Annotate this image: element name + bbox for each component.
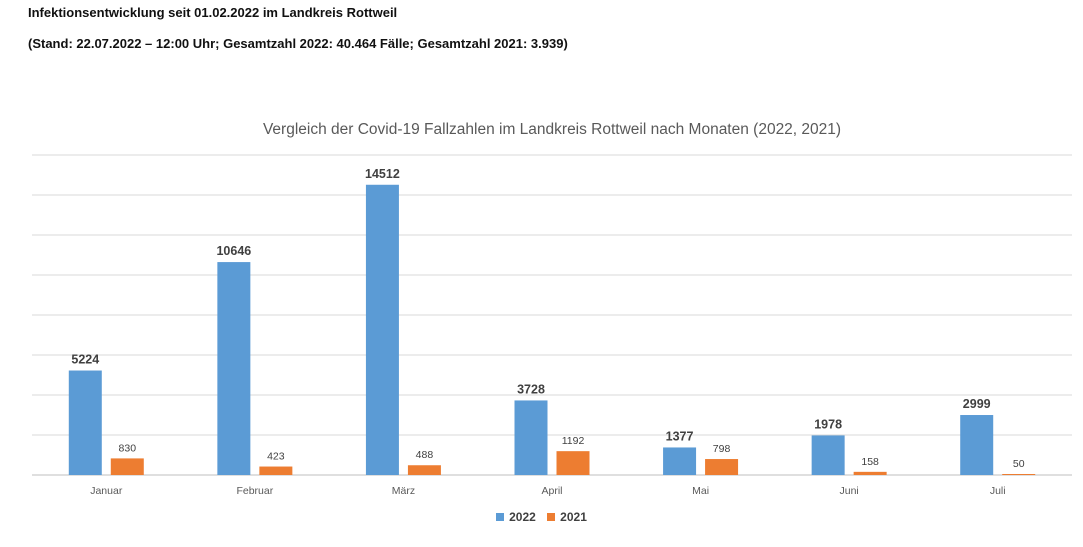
bar-2021-mai (705, 459, 739, 475)
bar-2022-juli (960, 415, 994, 475)
bar-2022-juni (811, 435, 845, 475)
x-tick-label: März (392, 485, 415, 497)
data-label-2021-april: 1192 (562, 435, 585, 447)
bar-2022-märz (365, 184, 399, 475)
data-label-2021-juli: 50 (1013, 458, 1025, 470)
gridlines (32, 154, 1072, 476)
x-tick-label: Januar (90, 485, 123, 497)
bar-2022-mai (663, 447, 697, 475)
data-label-2022-april: 3728 (517, 382, 545, 396)
data-label-2022-mai: 1377 (666, 429, 694, 443)
bar-2021-märz (407, 465, 441, 475)
data-label-2021-januar: 830 (119, 442, 137, 454)
legend-item-2022: 2022 (496, 510, 536, 524)
bar-2021-januar (110, 458, 144, 475)
data-labels: 5224 830 10646 423 14512 488 3728 1192 1377 798 19… (71, 167, 1024, 470)
data-label-2022-juni: 1978 (814, 417, 842, 431)
legend-label-2021: 2021 (560, 510, 587, 524)
x-tick-label: Juni (840, 485, 859, 497)
report-heading: Infektionsentwicklung seit 01.02.2022 im… (28, 5, 398, 20)
legend: 2022 2021 (0, 510, 1083, 524)
bar-2021-juli (1002, 474, 1036, 475)
bar-2022-februar (217, 262, 251, 475)
x-tick-label: Juli (990, 485, 1006, 497)
bars (68, 184, 1036, 475)
data-label-2022-februar: 10646 (216, 244, 251, 258)
legend-swatch-2022 (496, 513, 505, 521)
x-tick-label: April (541, 485, 562, 497)
bar-2021-april (556, 451, 590, 475)
bar-2021-juni (853, 471, 887, 475)
chart-title: Vergleich der Covid-19 Fallzahlen im Lan… (263, 121, 841, 138)
x-tick-label: Mai (692, 485, 709, 497)
legend-swatch-2021 (547, 513, 556, 521)
data-label-2022-juli: 2999 (963, 397, 991, 411)
bar-2021-februar (259, 466, 293, 475)
data-label-2021-februar: 423 (267, 451, 285, 463)
legend-label-2022: 2022 (509, 510, 536, 524)
data-label-2022-januar: 5224 (71, 353, 99, 367)
x-axis-labels: Januar Februar März April Mai Juni Juli (90, 485, 1005, 497)
data-label-2022-märz: 14512 (365, 167, 400, 181)
report-subheading: (Stand: 22.07.2022 – 12:00 Uhr; Gesamtza… (28, 36, 568, 51)
data-label-2021-juni: 158 (861, 456, 879, 468)
data-label-2021-mai: 798 (713, 443, 731, 455)
data-label-2021-märz: 488 (416, 449, 434, 461)
bar-2022-januar (68, 370, 102, 475)
x-tick-label: Februar (236, 485, 273, 497)
bar-2022-april (514, 400, 548, 475)
legend-item-2021: 2021 (547, 510, 587, 524)
